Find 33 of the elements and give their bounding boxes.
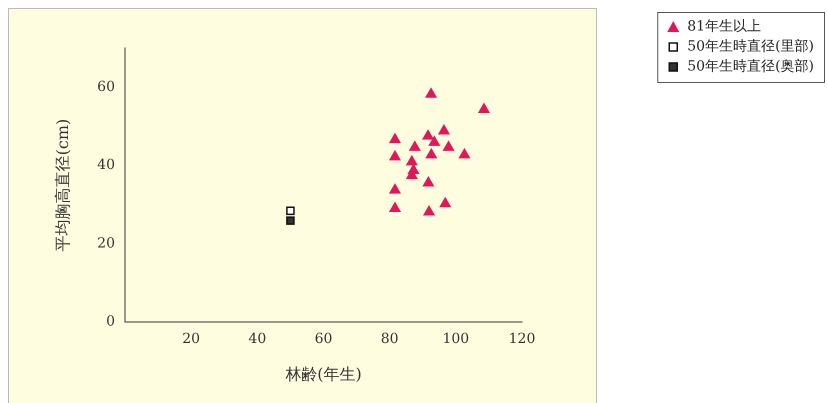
point	[478, 102, 490, 113]
y-axis-title: 平均胸高直径(cm)	[52, 118, 72, 252]
point	[438, 124, 450, 134]
point	[286, 216, 295, 225]
x-axis-title: 林齢(年生)	[284, 364, 362, 384]
legend-label: 50年生時直径(奥部)	[687, 58, 814, 75]
point	[406, 154, 418, 166]
x-tick-label: 100	[442, 331, 470, 348]
point	[458, 148, 470, 158]
point	[408, 140, 421, 151]
legend-label: 81年生以上	[687, 18, 762, 35]
point	[388, 150, 402, 160]
x-tick-label: 20	[182, 331, 200, 348]
x-tick-label: 40	[248, 331, 266, 348]
x-tick-label: 120	[508, 331, 536, 348]
y-tick-label: 40	[97, 157, 116, 174]
point	[428, 135, 440, 146]
point	[424, 87, 438, 98]
y-tick-label: 20	[97, 235, 116, 252]
point	[422, 129, 434, 140]
point	[388, 183, 402, 194]
x-tick-label: 60	[314, 331, 332, 348]
point	[439, 196, 452, 208]
point	[422, 176, 434, 187]
point	[442, 140, 455, 151]
point	[388, 132, 402, 144]
y-tick-label: 60	[97, 78, 116, 95]
point	[388, 201, 402, 212]
x-tick-label: 80	[380, 331, 399, 348]
point	[425, 148, 438, 158]
legend-label: 50年生時直径(里部)	[687, 38, 814, 55]
point	[422, 205, 436, 216]
y-tick-label: 0	[106, 314, 116, 330]
